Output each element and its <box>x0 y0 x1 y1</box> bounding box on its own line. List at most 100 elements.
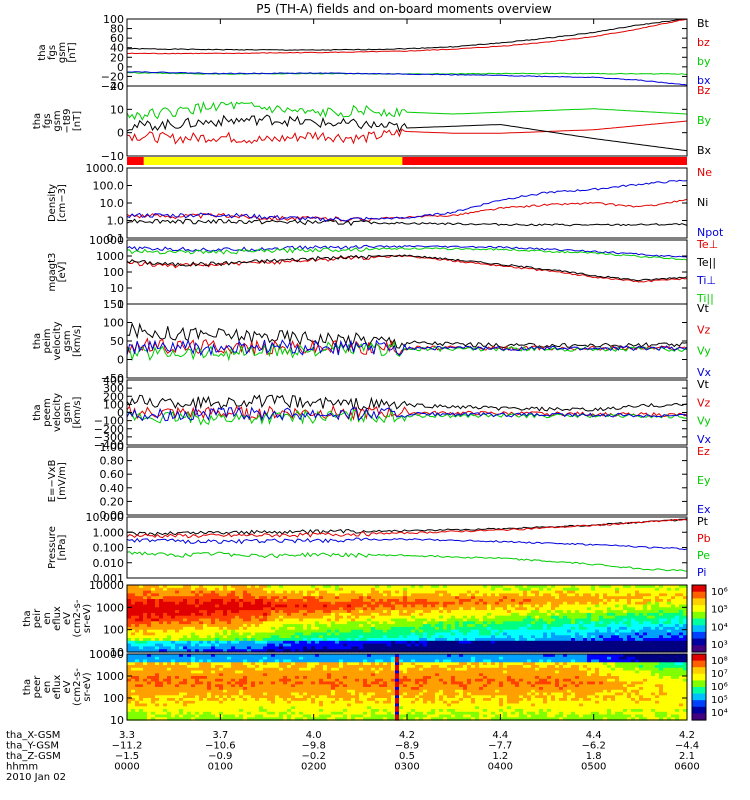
colorbar-tick-label: 10³ <box>711 640 728 651</box>
y-tick-label: 10 <box>110 103 124 116</box>
y-axis-label-line: eflux <box>52 606 63 631</box>
y-axis-label-line: [km/s] <box>72 396 83 428</box>
x-annotation-value: −0.9 <box>208 751 232 762</box>
series-line-Te⊥ <box>126 254 688 283</box>
y-tick-label: 100.0 <box>93 180 125 193</box>
y-axis-label-line: mgagt3 <box>47 253 58 292</box>
panel-frame <box>126 239 688 305</box>
y-axis-label-line: [nPa] <box>57 534 68 560</box>
series-line-Pe <box>126 551 688 572</box>
y-tick-label: 0.010 <box>93 557 125 570</box>
legend-entry: Pe <box>697 549 710 562</box>
x-annotation-value: 0200 <box>301 762 326 773</box>
y-tick-label: 10.0 <box>100 197 125 210</box>
y-axis-label-line: tha <box>32 333 43 349</box>
y-tick-label: 10000 <box>89 234 124 247</box>
x-annotation-value: 4.2 <box>679 730 695 741</box>
y-tick-label: 0.60 <box>100 468 125 481</box>
y-tick-label: 100 <box>103 624 124 637</box>
y-tick-label: −10 <box>101 150 124 163</box>
y-axis-label-line: (cm2-s- <box>72 668 83 706</box>
y-axis-label-line: velocity <box>52 393 63 432</box>
x-annotation-value: −1.5 <box>115 751 139 762</box>
panel-frame <box>126 18 688 87</box>
panel-tha_peer_en_eflux: 10⁸ 10⁷ 10⁶ 10⁵ 10⁴ 10000 1000 100 10 tha peer en ef… <box>22 648 728 727</box>
legend-entry: by <box>697 55 711 68</box>
series-line-Ti⊥ <box>126 244 688 258</box>
legend: Vt Vz Vy Vx <box>697 378 712 446</box>
legend-entry: Vt <box>697 378 710 391</box>
y-tick-label: 20 <box>110 51 124 64</box>
panel-tha_fgs_gsm_t89: 20 10 0 −10 tha fgs gsm −t89 [nT] Bz By Bx <box>32 80 712 165</box>
heatmap-cells <box>127 654 688 721</box>
y-tick-label: 1.000 <box>93 526 125 539</box>
x-annotation-value: −6.2 <box>582 741 606 752</box>
x-annotation-value: 0400 <box>488 762 513 773</box>
y-axis-label-line: en <box>42 612 53 625</box>
legend-entry: Bz <box>697 84 711 97</box>
legend-entry: bx <box>697 74 711 87</box>
y-tick-label: 10.000 <box>86 511 125 524</box>
series-line-Npot <box>126 179 688 223</box>
y-tick-label: 1.00 <box>100 441 125 454</box>
legend-entry: Ti|| <box>696 292 714 305</box>
y-axis-label-line: E=−VxB <box>47 460 58 503</box>
y-tick-label: 0.00 <box>100 509 125 522</box>
y-tick-label: 150 <box>103 298 124 311</box>
y-axis-label: tha peir en eflux eV (cm2-s-sr-eV) <box>22 599 93 637</box>
y-tick-label: 10000 <box>89 579 124 592</box>
y-axis-label-line: peem <box>42 398 53 426</box>
colorbar: 10⁸ 10⁷ 10⁶ 10⁵ 10⁴ <box>691 653 728 721</box>
x-annotation-value: 3.3 <box>119 730 135 741</box>
y-tick-label: 0.80 <box>100 455 125 468</box>
heatmap-cells <box>127 585 688 653</box>
legend-entry: Vt <box>697 302 710 315</box>
y-tick-label: 0 <box>117 61 124 74</box>
y-axis-label-line: gsm <box>57 42 68 63</box>
y-tick-label: −20 <box>101 70 124 83</box>
y-tick-label: 1000 <box>96 601 124 614</box>
series-line-Bz <box>126 120 688 145</box>
colorbar-tick-label: 10⁴ <box>711 708 728 719</box>
legend-entry: Pi <box>697 566 706 579</box>
series-line-Pt <box>126 518 688 537</box>
y-axis-label-line: sr-eV) <box>82 672 93 701</box>
x-annotation-row-label: tha_Z-GSM <box>6 751 61 762</box>
legend-entry: Pb <box>697 532 711 545</box>
legend-entry: Bx <box>697 144 712 157</box>
y-axis-label-line: gsm <box>62 330 73 351</box>
x-annotation-value: 0300 <box>394 762 419 773</box>
y-tick-label: 300 <box>103 382 124 395</box>
legend-entry: Ni <box>697 196 708 209</box>
panel-tha_peir_en_eflux: 10⁶ 10⁵ 10⁴ 10³ 10000 1000 100 10 tha peir en eflux… <box>22 579 728 659</box>
y-tick-label: 1000.0 <box>86 162 125 175</box>
legend-entry: Vx <box>697 433 712 446</box>
y-axis-label-line: en <box>42 681 53 694</box>
y-tick-label: 0 <box>117 354 124 367</box>
legend: Te⊥ Te|| Ti⊥ Ti|| <box>696 238 718 305</box>
legend-entry: Ex <box>697 503 711 516</box>
colorbar-tick-label: 10⁵ <box>711 605 728 616</box>
x-annotation-value: 2.1 <box>679 751 695 762</box>
x-annotation-value: −7.7 <box>488 741 512 752</box>
colorbar-tick-label: 10⁸ <box>711 656 728 667</box>
y-tick-label: 50 <box>110 335 124 348</box>
y-axis-label-line: peim <box>42 328 53 353</box>
legend-entry: Vy <box>697 345 711 358</box>
y-tick-label: 20 <box>110 80 124 93</box>
legend-entry: Ne <box>697 166 712 179</box>
x-annotation-row-label: tha_X-GSM <box>6 730 60 741</box>
x-annotation-value: −4.4 <box>675 741 699 752</box>
y-tick-label: −400 <box>94 439 124 452</box>
legend: Vt Vz Vy Vx <box>697 302 712 379</box>
x-annotation-value: 4.4 <box>492 730 508 741</box>
y-axis-label: tha peem velocity gsm [km/s] <box>32 393 83 432</box>
y-tick-label: 10 <box>110 282 124 295</box>
y-tick-label: 60 <box>110 32 124 45</box>
y-axis-label: tha peer en eflux eV (cm2-s-sr-eV) <box>22 668 93 706</box>
y-axis-label-line: [cm−3] <box>57 184 68 222</box>
series-line-Ni <box>126 218 688 227</box>
legend-entry: By <box>697 114 712 127</box>
